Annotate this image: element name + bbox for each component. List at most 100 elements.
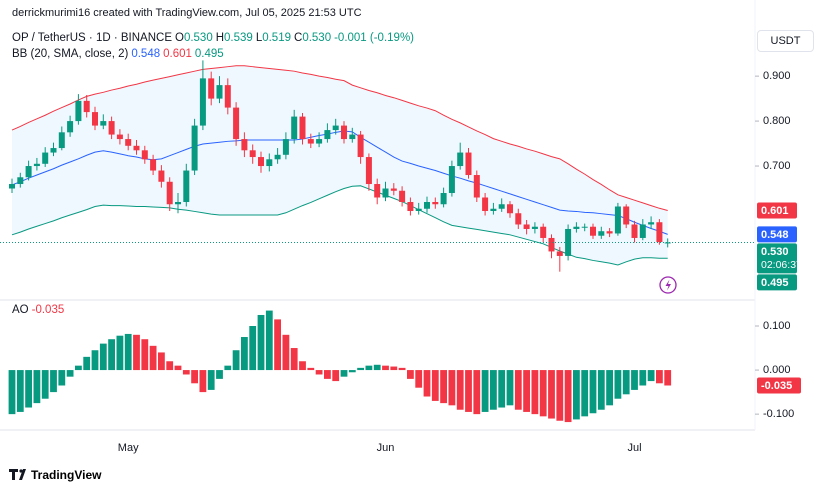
y-tick-label: 0.800 — [763, 115, 791, 127]
ao-bar — [158, 352, 165, 371]
ao-bar — [514, 370, 522, 410]
ao-label: -0.035 — [761, 380, 792, 392]
candle-body — [166, 181, 173, 205]
ao-bar — [315, 370, 323, 375]
ao-name: AO — [12, 304, 29, 316]
candle-body — [50, 148, 57, 153]
ohlc-key: C — [294, 32, 303, 44]
ohlc-value: 0.530 — [183, 32, 213, 44]
candle-body — [92, 112, 98, 126]
candle-body — [606, 231, 613, 234]
candle-body — [199, 78, 206, 126]
candle-body — [282, 139, 289, 155]
candle-body — [498, 204, 505, 209]
candle-body — [399, 190, 406, 202]
candle-body — [374, 184, 381, 198]
candle-body — [224, 85, 231, 108]
ao-bar — [58, 370, 66, 386]
candle-body — [448, 166, 455, 194]
candle-body — [158, 170, 165, 182]
band-line — [11, 130, 668, 235]
candle-body — [17, 177, 24, 185]
candle-body — [424, 202, 430, 209]
ao-bar — [99, 343, 107, 371]
ao-bar — [456, 370, 464, 410]
ao-bar — [207, 370, 215, 390]
ao-bar — [83, 356, 91, 371]
candle-body — [341, 125, 347, 140]
candle-body — [150, 159, 157, 171]
ao-bar — [133, 334, 140, 371]
ao-bar — [149, 345, 157, 371]
candle-body — [233, 107, 240, 140]
ao-bar — [498, 370, 506, 408]
ao-bar — [124, 333, 132, 371]
candle-body — [75, 100, 82, 122]
candle-body — [100, 121, 107, 126]
candle-body — [116, 134, 123, 140]
price-label: 0.601 — [761, 205, 789, 217]
candle-body — [623, 206, 630, 225]
logo-icon — [9, 469, 26, 480]
candle-body — [332, 125, 339, 131]
candle-body — [266, 159, 273, 167]
candle-body — [598, 231, 605, 236]
candle-body — [208, 78, 215, 99]
candle-body — [656, 222, 663, 243]
candle-body — [349, 134, 356, 140]
candle-body — [540, 226, 547, 238]
candle-body — [390, 188, 397, 191]
candle-body — [365, 157, 372, 185]
ao-bar — [274, 319, 281, 371]
ohlc-key: L — [255, 32, 263, 44]
ao-bar — [365, 365, 373, 371]
y-tick-label: 0.700 — [763, 160, 791, 172]
candle-body — [291, 116, 298, 140]
ao-bar — [473, 370, 481, 415]
ao-bar — [656, 370, 663, 384]
ao-bar — [116, 335, 124, 371]
y-tick-label: 0.000 — [763, 364, 791, 376]
ohlc-value: 0.539 — [224, 32, 253, 44]
ao-bar — [647, 370, 655, 382]
ao-bar — [382, 365, 389, 371]
ao-bar — [506, 370, 514, 406]
candle-body — [316, 139, 323, 144]
candle-body — [581, 226, 588, 228]
ao-bar — [282, 334, 290, 371]
bb-name: BB (20, SMA, close, 2) — [12, 48, 129, 60]
y-tick-label: 0.100 — [763, 320, 791, 332]
price-label: 0.530 — [761, 246, 789, 258]
ao-bar — [597, 370, 605, 410]
ao-bar — [191, 370, 198, 384]
credit: derrickmurimi16 created with TradingView… — [12, 7, 362, 19]
ao-bar — [539, 370, 547, 417]
ao-bar — [606, 370, 613, 406]
candle-body — [58, 132, 65, 149]
ao-bar — [357, 367, 364, 371]
ao-bar — [141, 339, 149, 371]
ao-bar — [465, 370, 472, 412]
bb-legend: BB (20, SMA, close, 2) 0.548 0.601 0.495 — [12, 48, 227, 60]
candle-body — [473, 175, 480, 198]
candle-body — [9, 184, 15, 189]
currency-button[interactable]: USDT — [757, 30, 814, 52]
candle-body — [108, 121, 115, 135]
ao-bar — [398, 367, 406, 371]
candle-body — [183, 170, 190, 202]
x-tick-label: Jul — [627, 442, 641, 454]
candle-body — [83, 100, 90, 113]
change: -0.001 (-0.19%) — [334, 32, 414, 44]
candle-body — [614, 206, 621, 234]
bb-value: 0.495 — [194, 48, 224, 60]
candle-body — [482, 197, 489, 211]
ao-bar — [415, 370, 423, 388]
ao-bar — [340, 370, 348, 377]
candle-body — [274, 154, 281, 160]
candle-body — [258, 157, 264, 167]
candle-body — [357, 134, 364, 158]
candle-body — [490, 208, 497, 211]
candle-body — [631, 224, 638, 238]
candle-body — [67, 121, 74, 133]
candle-body — [590, 226, 596, 236]
